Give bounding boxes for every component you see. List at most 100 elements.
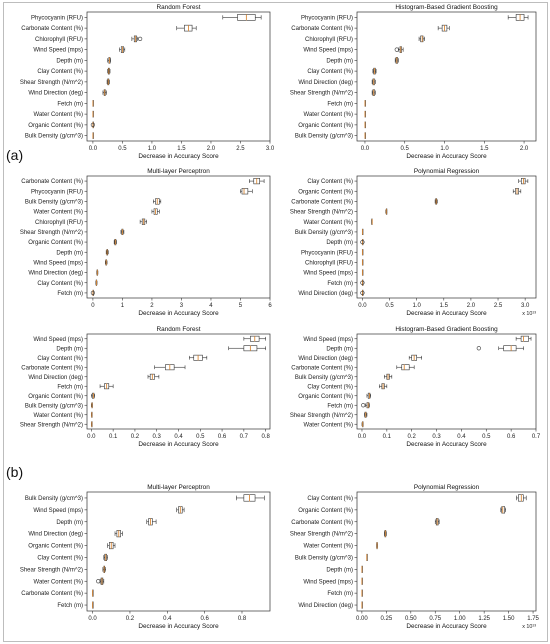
y-tick-label: Depth (m) [326, 346, 353, 352]
x-tick-label: 2.5 [236, 146, 245, 152]
x-tick-label: 0.8 [238, 616, 247, 622]
y-tick-label: Shear Strength (N/m^2) [290, 532, 353, 538]
y-tick-label: Shear Strength (N/m^2) [290, 413, 353, 419]
chart-panel-7: Multi-layer Perceptron 0.0 0.2 0.4 0.6 0.8 Dec… [20, 484, 271, 630]
y-tick-label: Carbonate Content (%) [21, 365, 83, 371]
x-tick-label: 0.50 [405, 616, 417, 622]
outlier-point [90, 122, 96, 127]
plot-frame [356, 11, 537, 142]
x-tick-label: 0.5 [482, 434, 491, 440]
x-tick-label: 0.25 [381, 616, 393, 622]
plot-frame [356, 491, 537, 612]
outlier-point [361, 403, 366, 408]
x-axis-multiplier: x 10¹³ [522, 311, 536, 317]
x-tick-label: 0.0 [87, 434, 96, 440]
box [518, 494, 524, 502]
y-tick-label: Organic Content (%) [298, 394, 353, 400]
x-tick-label: 1.75 [527, 616, 539, 622]
y-tick-label: Fetch (m) [327, 101, 353, 107]
x-tick-label: 1.5 [440, 303, 449, 309]
y-tick-label: Wind Speed (mps) [303, 48, 353, 54]
y-tick-label: Wind Direction (deg) [298, 291, 353, 297]
x-tick-label: 0.5 [118, 146, 127, 152]
x-tick-label: 1.5 [480, 146, 489, 152]
y-tick-label: Depth (m) [56, 250, 83, 256]
y-tick-label: Wind Direction (deg) [28, 271, 83, 277]
outlier-point [394, 47, 399, 52]
y-tick-label: Chlorophyll (RFU) [305, 260, 353, 266]
x-tick-label: 0.0 [358, 434, 367, 440]
x-tick-label: 1.25 [478, 616, 490, 622]
figure-frame [3, 2, 548, 642]
y-tick-label: Depth (m) [56, 346, 83, 352]
chart-title: Histogram-Based Gradient Boosting [395, 4, 498, 11]
x-tick-label: 5 [239, 303, 243, 309]
x-tick-label: 0.2 [131, 434, 140, 440]
x-tick-label: 0.75 [429, 616, 441, 622]
plot-frame [86, 175, 271, 299]
x-axis-multiplier: x 10¹³ [522, 624, 536, 630]
y-tick-label: Carbonate Content (%) [21, 179, 83, 185]
y-tick-label: Chlorophyll (RFU) [305, 37, 353, 43]
y-tick-label: Clay Content (%) [307, 384, 353, 390]
x-tick-label: 0.5 [401, 146, 410, 152]
x-tick-label: 0.1 [383, 434, 392, 440]
x-tick-label: 0.4 [457, 434, 466, 440]
y-tick-label: Wind Direction (deg) [28, 532, 83, 538]
x-tick-label: 0.7 [240, 434, 249, 440]
y-tick-label: Organic Content (%) [28, 123, 83, 129]
y-tick-label: Carbonate Content (%) [21, 591, 83, 597]
section-label-a: (a) [6, 147, 24, 163]
y-tick-label: Wind Direction (deg) [298, 356, 353, 362]
y-tick-label: Clay Content (%) [37, 281, 83, 287]
x-tick-label: 2.0 [520, 146, 529, 152]
y-tick-label: Carbonate Content (%) [291, 26, 353, 32]
x-tick-label: 0.2 [408, 434, 417, 440]
y-tick-label: Fetch (m) [327, 281, 353, 287]
y-tick-label: Wind Speed (mps) [33, 48, 83, 54]
x-tick-label: 0.6 [218, 434, 227, 440]
chart-title: Polynomial Regression [414, 168, 480, 175]
plot-frame [356, 175, 537, 299]
x-tick-label: 3.0 [266, 146, 275, 152]
x-tick-label: 1.50 [503, 616, 515, 622]
chart-panel-2: Histogram-Based Gradient Boosting 0.0 0.5 1… [290, 4, 537, 160]
x-tick-label: 6 [268, 303, 272, 309]
section-label-b: (b) [6, 464, 24, 480]
y-tick-label: Carbonate Content (%) [291, 520, 353, 526]
y-tick-label: Water Content (%) [34, 112, 83, 118]
chart-panel-8: Polynomial Regression 0.00 0.25 0.50 0.75 1.0… [290, 484, 540, 630]
x-tick-label: 2.0 [207, 146, 216, 152]
y-tick-label: Water Content (%) [304, 112, 353, 118]
y-tick-label: Water Content (%) [34, 579, 83, 585]
x-tick-label: 0.8 [261, 434, 270, 440]
x-tick-label: 0.0 [358, 303, 367, 309]
y-tick-label: Organic Content (%) [28, 544, 83, 550]
y-tick-label: Bulk Density (g/cm^3) [295, 375, 353, 381]
x-axis-label: Decrease in Accuracy Score [138, 623, 219, 630]
y-tick-label: Water Content (%) [304, 220, 353, 226]
y-tick-label: Wind Speed (mps) [303, 271, 353, 277]
chart-title: Random Forest [156, 326, 200, 333]
y-tick-label: Wind Speed (mps) [33, 260, 83, 266]
y-tick-label: Fetch (m) [57, 291, 83, 297]
plot-frame [356, 333, 537, 430]
x-axis-label: Decrease in Accuracy Score [138, 310, 219, 317]
y-tick-label: Clay Content (%) [307, 179, 353, 185]
y-tick-label: Fetch (m) [57, 101, 83, 107]
y-tick-label: Depth (m) [56, 58, 83, 64]
chart-title: Random Forest [156, 4, 200, 11]
y-tick-label: Phycocyanin (RFU) [31, 15, 83, 21]
x-tick-label: 0.4 [174, 434, 183, 440]
chart-panel-6: Histogram-Based Gradient Boosting 0.0 0.1 0… [290, 326, 541, 448]
y-tick-label: Fetch (m) [57, 603, 83, 609]
y-tick-label: Fetch (m) [327, 591, 353, 597]
box [520, 335, 529, 342]
y-tick-label: Wind Direction (deg) [28, 375, 83, 381]
outlier-point [90, 290, 96, 296]
x-tick-label: 3 [180, 303, 184, 309]
x-axis-label: Decrease in Accuracy Score [138, 153, 219, 160]
outlier-point [360, 290, 365, 296]
y-tick-label: Depth (m) [326, 240, 353, 246]
chart-panel-3: Multi-layer Perceptron 0 1 2 3 4 5 6 Decrease in… [20, 168, 273, 317]
